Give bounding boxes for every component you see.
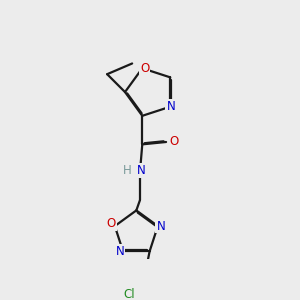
Text: N: N [167, 100, 175, 113]
Text: H: H [123, 164, 132, 177]
Text: O: O [106, 217, 116, 230]
Text: N: N [137, 164, 146, 177]
Text: N: N [156, 220, 165, 232]
Text: O: O [170, 136, 179, 148]
Text: Cl: Cl [123, 288, 135, 300]
Text: O: O [140, 62, 149, 75]
Text: N: N [116, 245, 124, 258]
